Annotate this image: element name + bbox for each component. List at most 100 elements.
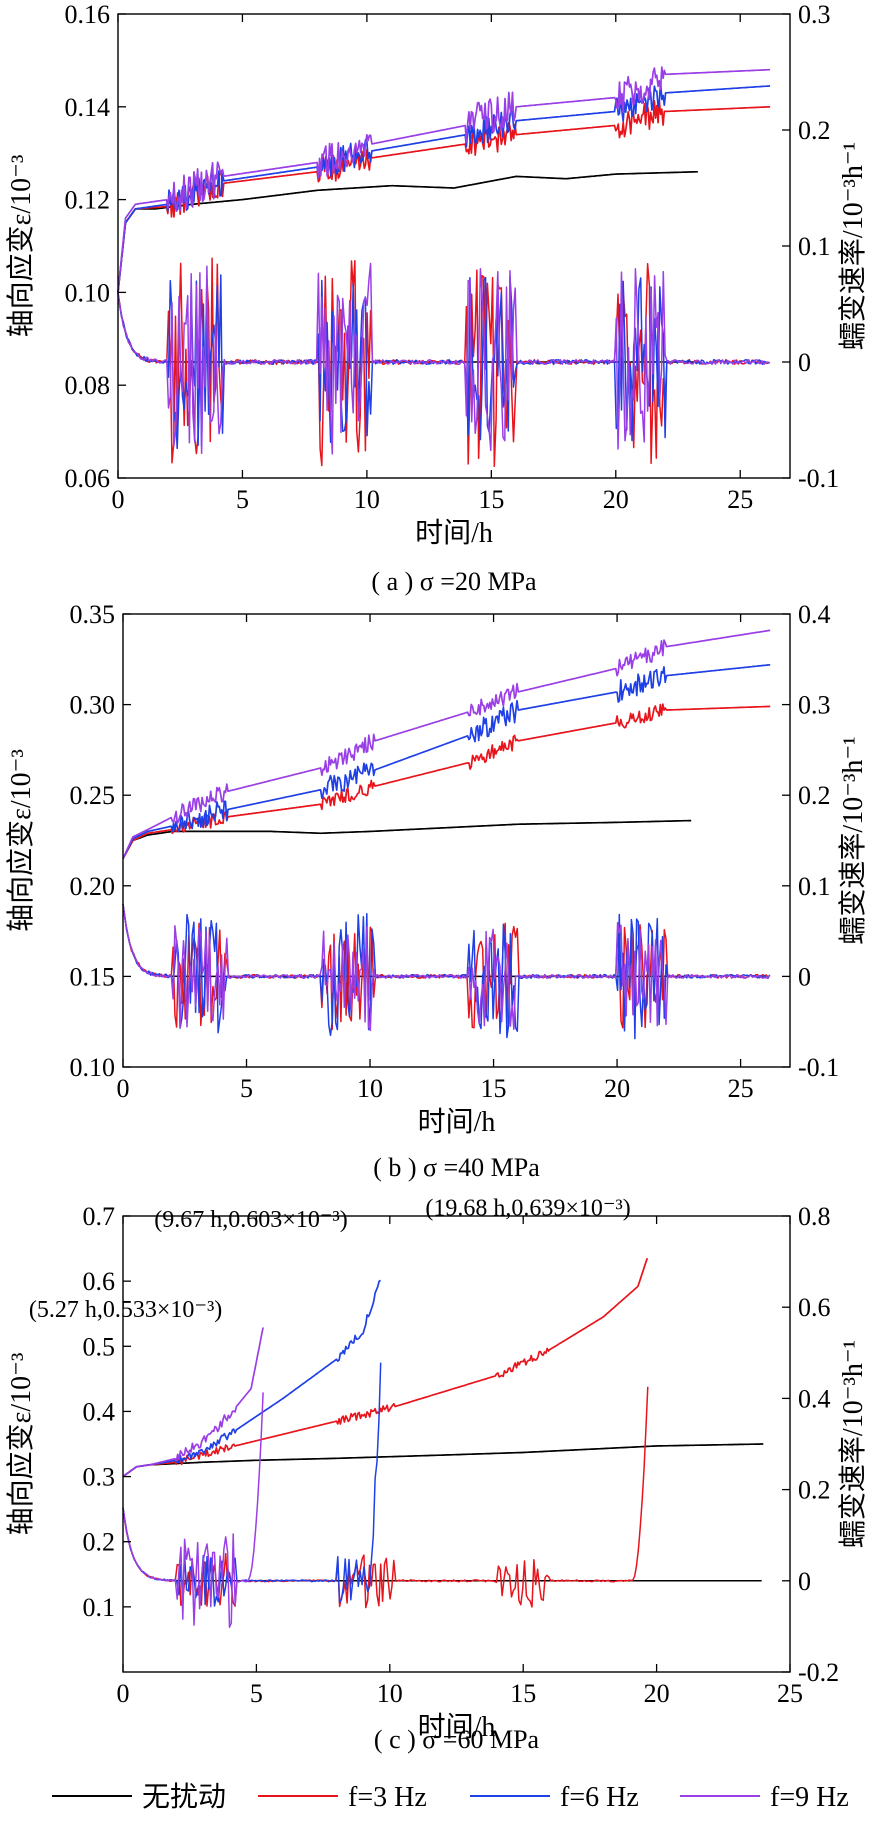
rate-line-f6 (122, 904, 771, 1040)
y-right-tick-label: 0.1 (798, 232, 831, 261)
legend: 无扰动 f=3 Hz f=6 Hz f=9 Hz (52, 1781, 849, 1813)
y-left-axis-label: 轴向应变ε/10⁻³ (5, 1353, 37, 1536)
y-left-tick-label: 0.30 (70, 691, 116, 720)
x-tick-label: 10 (357, 1074, 383, 1103)
x-tick-label: 0 (117, 1679, 130, 1708)
y-right-tick-label: 0 (798, 1567, 811, 1596)
x-tick-label: 15 (478, 485, 504, 514)
series-lines (122, 1257, 764, 1628)
x-axis-label: 时间/h (418, 1711, 496, 1743)
x-axis-label: 时间/h (415, 517, 493, 549)
y-left-tick-label: 0.5 (83, 1332, 116, 1361)
panel-a: 0 5 10 15 20 25 0.06 0.08 0.10 0.12 0.14 0.16 -0.1 0 0… (5, 0, 869, 596)
x-tick-label: 0 (117, 1074, 130, 1103)
panel-caption: ( a ) σ =20 MPa (371, 567, 537, 596)
y-left-tick-label: 0.14 (65, 93, 111, 122)
plot-frame (117, 13, 791, 479)
strain-line-none (117, 170, 698, 293)
y-right-tick-label: -0.1 (798, 1053, 839, 1082)
x-tick-label: 0 (112, 485, 125, 514)
strain-line-none (122, 819, 692, 860)
y-right-tick-label: 0.4 (798, 1384, 831, 1413)
plot-frame (122, 613, 791, 1068)
y-right-tick-label: 0.6 (798, 1293, 831, 1322)
series-lines (122, 629, 771, 1040)
y-right-tick-label: 0.3 (798, 0, 831, 29)
y-right-tick-label: 0.2 (798, 781, 831, 810)
x-tick-label: 25 (777, 1679, 803, 1708)
legend-label: f=9 Hz (770, 1782, 849, 1813)
x-tick-label: 15 (510, 1679, 536, 1708)
strain-line-f6 (122, 1279, 382, 1478)
y-left-tick-label: 0.08 (65, 371, 111, 400)
failure-annotation: (5.27 h,0.533×10⁻³) (29, 1297, 222, 1323)
y-left-tick-label: 0.25 (70, 781, 116, 810)
strain-line-f9 (117, 66, 771, 293)
y-left-tick-label: 0.10 (65, 278, 111, 307)
strain-line-f9 (122, 629, 771, 859)
y-left-tick-label: 0.4 (83, 1397, 116, 1426)
y-right-tick-label: 0.1 (798, 872, 831, 901)
panel-caption: ( b ) σ =40 MPa (373, 1153, 540, 1182)
rate-line-f9 (122, 904, 771, 1032)
legend-item-f6: f=6 Hz (470, 1782, 639, 1813)
x-axis-label: 时间/h (418, 1106, 496, 1138)
x-tick-label: 5 (250, 1679, 263, 1708)
y-right-tick-label: 0.3 (798, 691, 831, 720)
strain-line-f6 (117, 80, 771, 293)
y-left-tick-label: 0.3 (83, 1463, 116, 1492)
y-right-tick-label: 0 (798, 348, 811, 377)
y-left-tick-label: 0.20 (70, 872, 116, 901)
x-tick-label: 10 (377, 1679, 403, 1708)
strain-line-none (122, 1443, 764, 1478)
y-left-tick-label: 0.10 (70, 1053, 116, 1082)
x-tick-label: 10 (354, 485, 380, 514)
y-left-tick-label: 0.1 (83, 1593, 116, 1622)
plot-frame (122, 1215, 791, 1673)
y-right-axis-label: 蠕变速率/10⁻³h⁻¹ (837, 142, 869, 350)
y-right-tick-label: 0.8 (798, 1202, 831, 1231)
y-right-tick-label: -0.1 (798, 464, 839, 493)
y-right-tick-label: 0.2 (798, 116, 831, 145)
y-left-tick-label: 0.35 (70, 600, 116, 629)
y-left-tick-label: 0.7 (83, 1202, 116, 1231)
legend-label: 无扰动 (142, 1781, 226, 1813)
strain-line-f3 (122, 1257, 649, 1478)
rate-line-f9 (117, 262, 770, 455)
x-tick-label: 25 (727, 485, 753, 514)
panel-c: 0 5 10 15 20 25 0.1 0.2 0.3 0.4 0.5 0.6 0.7 -0.2 0 0.2 0… (5, 1196, 869, 1754)
y-right-tick-label: 0.2 (798, 1476, 831, 1505)
legend-item-f3: f=3 Hz (258, 1782, 427, 1813)
y-right-axis-label: 蠕变速率/10⁻³h⁻¹ (837, 736, 869, 944)
failure-annotation: (19.68 h,0.639×10⁻³) (425, 1196, 630, 1222)
y-left-tick-label: 0.16 (65, 0, 111, 29)
panel-b: 0 5 10 15 20 25 0.10 0.15 0.20 0.25 0.30 0.35 -0.1 0 0… (5, 600, 869, 1182)
panel-caption: ( c ) σ =60 MPa (374, 1725, 540, 1754)
legend-item-none: 无扰动 (52, 1781, 226, 1813)
y-left-tick-label: 0.15 (70, 962, 116, 991)
legend-item-f9: f=9 Hz (680, 1782, 849, 1813)
legend-label: f=3 Hz (348, 1782, 427, 1813)
x-tick-label: 20 (604, 1074, 630, 1103)
failure-annotation: (9.67 h,0.603×10⁻³) (154, 1207, 347, 1233)
strain-line-f9 (122, 1327, 264, 1478)
x-tick-label: 20 (644, 1679, 670, 1708)
y-right-axis-label: 蠕变速率/10⁻³h⁻¹ (837, 1340, 869, 1548)
y-left-axis-label: 轴向应变ε/10⁻³ (5, 749, 37, 932)
y-left-tick-label: 0.12 (65, 186, 111, 215)
y-left-tick-label: 0.6 (83, 1267, 116, 1296)
x-tick-label: 15 (481, 1074, 507, 1103)
strain-line-f3 (122, 703, 771, 860)
y-left-tick-label: 0.06 (65, 464, 111, 493)
x-tick-label: 5 (240, 1074, 253, 1103)
y-right-tick-label: -0.2 (798, 1658, 839, 1687)
strain-line-f3 (117, 99, 771, 293)
rate-line-f9 (122, 1392, 264, 1628)
legend-label: f=6 Hz (560, 1782, 639, 1813)
x-tick-label: 25 (728, 1074, 754, 1103)
y-left-tick-label: 0.2 (83, 1528, 116, 1557)
y-right-tick-label: 0 (798, 962, 811, 991)
strain-line-f6 (122, 663, 771, 859)
y-right-tick-label: 0.4 (798, 600, 831, 629)
